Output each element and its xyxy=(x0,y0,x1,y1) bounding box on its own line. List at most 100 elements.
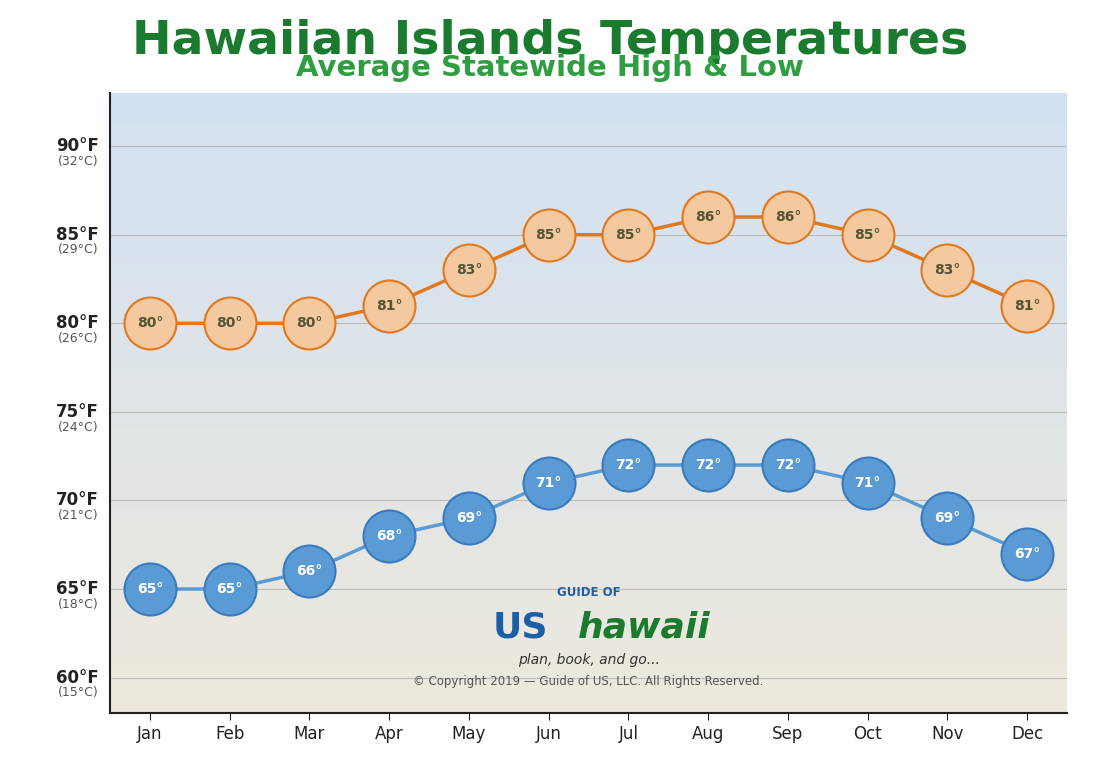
Bar xyxy=(110,502,1067,505)
Bar xyxy=(110,375,1067,378)
Point xyxy=(381,299,398,312)
Bar xyxy=(110,685,1067,688)
Text: 68°: 68° xyxy=(376,529,403,542)
Bar xyxy=(110,363,1067,366)
Bar xyxy=(110,415,1067,419)
Bar xyxy=(110,189,1067,192)
Text: 86°: 86° xyxy=(774,210,801,224)
Bar xyxy=(110,347,1067,350)
Bar xyxy=(110,536,1067,539)
Bar xyxy=(110,552,1067,555)
Text: (32°C): (32°C) xyxy=(58,155,99,168)
Bar xyxy=(110,570,1067,574)
Bar xyxy=(110,177,1067,180)
Bar xyxy=(110,121,1067,124)
Text: 83°: 83° xyxy=(455,264,482,277)
Bar xyxy=(110,143,1067,146)
Bar xyxy=(110,620,1067,623)
Text: (18°C): (18°C) xyxy=(58,598,99,611)
Bar xyxy=(110,192,1067,195)
Bar xyxy=(110,468,1067,471)
Bar xyxy=(110,595,1067,598)
Bar xyxy=(110,149,1067,152)
Bar xyxy=(110,626,1067,629)
Bar xyxy=(110,524,1067,527)
Bar xyxy=(110,174,1067,177)
Text: 71°: 71° xyxy=(855,476,881,490)
Point xyxy=(141,317,158,329)
Bar xyxy=(110,180,1067,183)
Bar xyxy=(110,369,1067,372)
Bar xyxy=(110,202,1067,205)
Bar xyxy=(110,316,1067,319)
Bar xyxy=(110,617,1067,620)
Bar xyxy=(110,505,1067,508)
Text: Average Statewide High & Low: Average Statewide High & Low xyxy=(296,54,804,82)
Bar xyxy=(110,490,1067,493)
Bar xyxy=(110,205,1067,208)
Bar xyxy=(110,273,1067,276)
Bar xyxy=(110,604,1067,608)
Bar xyxy=(110,381,1067,384)
Bar xyxy=(110,164,1067,167)
Bar xyxy=(110,406,1067,409)
Bar xyxy=(110,484,1067,487)
Text: © Copyright 2019 — Guide of US, LLC. All Rights Reserved.: © Copyright 2019 — Guide of US, LLC. All… xyxy=(414,674,763,687)
Bar xyxy=(110,666,1067,670)
Bar xyxy=(110,707,1067,710)
Bar xyxy=(110,611,1067,614)
Text: 83°: 83° xyxy=(934,264,960,277)
Bar xyxy=(110,698,1067,701)
Bar xyxy=(110,645,1067,648)
Text: 80°F: 80°F xyxy=(56,315,99,332)
Bar xyxy=(110,229,1067,232)
Bar xyxy=(110,499,1067,502)
Bar xyxy=(110,270,1067,273)
Bar xyxy=(110,437,1067,440)
Bar xyxy=(110,344,1067,347)
Bar xyxy=(110,403,1067,406)
Bar xyxy=(110,322,1067,326)
Text: 66°: 66° xyxy=(296,564,322,578)
Bar xyxy=(110,623,1067,626)
Text: 65°: 65° xyxy=(217,582,243,596)
Bar xyxy=(110,310,1067,313)
Bar xyxy=(110,251,1067,254)
Bar xyxy=(110,515,1067,518)
Text: 80°: 80° xyxy=(136,316,163,330)
Bar xyxy=(110,291,1067,294)
Text: 60°F: 60°F xyxy=(56,669,99,687)
Bar xyxy=(110,307,1067,310)
Bar xyxy=(110,267,1067,270)
Bar xyxy=(110,257,1067,260)
Bar xyxy=(110,598,1067,601)
Bar xyxy=(110,366,1067,369)
Bar xyxy=(110,601,1067,604)
Point xyxy=(141,583,158,595)
Bar xyxy=(110,155,1067,158)
Bar xyxy=(110,608,1067,611)
Bar xyxy=(110,449,1067,453)
Bar xyxy=(110,493,1067,496)
Bar xyxy=(110,694,1067,698)
Bar xyxy=(110,326,1067,329)
Bar xyxy=(110,223,1067,226)
Bar xyxy=(110,93,1067,96)
Text: 85°: 85° xyxy=(855,228,881,242)
Text: US: US xyxy=(493,611,549,645)
Bar xyxy=(110,654,1067,657)
Bar xyxy=(110,409,1067,412)
Point xyxy=(938,512,956,525)
Bar xyxy=(110,453,1067,456)
Point xyxy=(619,229,637,241)
Bar xyxy=(110,425,1067,428)
Point xyxy=(460,512,477,525)
Bar xyxy=(110,152,1067,155)
Bar xyxy=(110,313,1067,316)
Bar xyxy=(110,186,1067,189)
Bar xyxy=(110,260,1067,264)
Bar xyxy=(110,670,1067,673)
Bar xyxy=(110,124,1067,127)
Bar xyxy=(110,642,1067,645)
Point xyxy=(779,211,796,223)
